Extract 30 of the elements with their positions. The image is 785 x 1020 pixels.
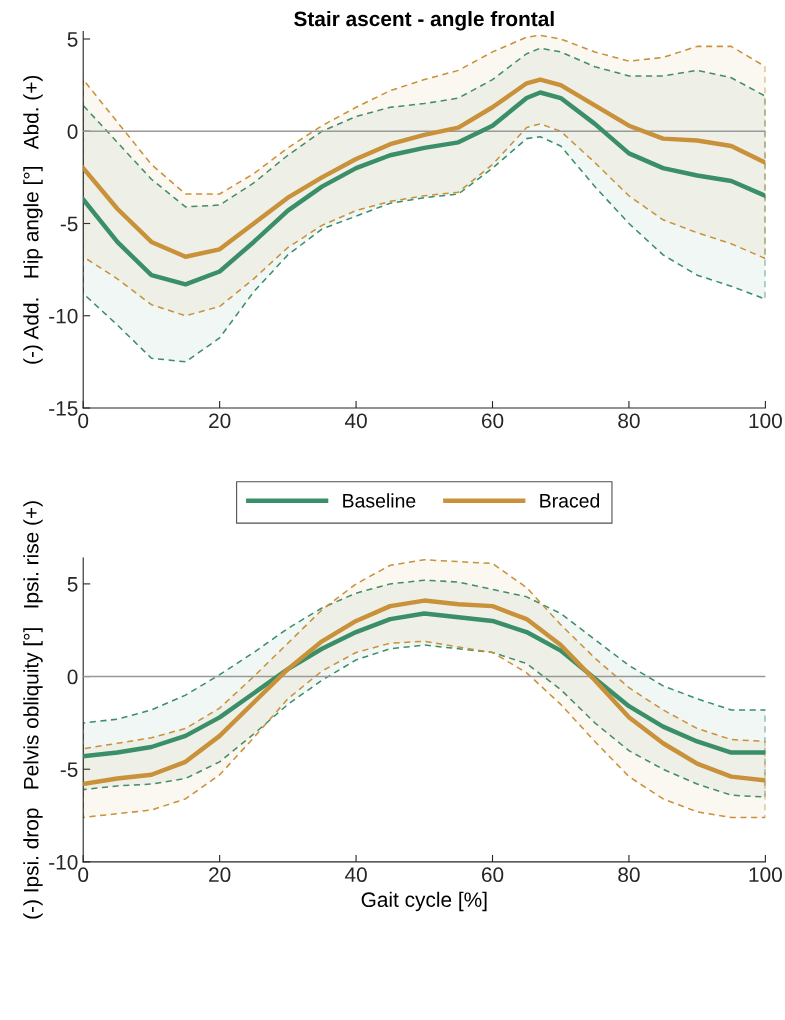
x-tick-label: 0: [78, 867, 89, 883]
x-tick-label: 40: [344, 413, 367, 429]
x-tick-label: 100: [749, 413, 782, 429]
y-tick-label: 0: [67, 669, 78, 685]
x-tick-label: 80: [618, 413, 640, 429]
y-tick-label: -10: [49, 854, 78, 870]
legend-label: Baseline: [343, 493, 416, 508]
line-series: [83, 90, 766, 287]
legend-label: Braced: [540, 493, 600, 508]
x-tick-label: 0: [78, 413, 89, 429]
x-tick-label: 60: [481, 413, 504, 429]
y-tick-label: 5: [67, 32, 78, 47]
y-tick-label: -5: [60, 762, 78, 777]
x-tick-label: 20: [209, 413, 231, 429]
y-axis-title: (-) Ipsi. drop Pelvis obliquity [°] Ipsi. rise (+): [23, 501, 43, 919]
chart-title: Stair ascent - angle frontal: [294, 10, 554, 31]
x-axis-title: Gait cycle [%]: [361, 891, 487, 912]
x-tick-label: 40: [344, 867, 367, 883]
x-tick-label: 20: [209, 867, 231, 883]
line-series: [83, 611, 766, 759]
y-tick-label: -5: [60, 216, 78, 232]
x-tick-label: 60: [481, 867, 504, 883]
line-series: [83, 77, 766, 259]
y-tick-label: -10: [49, 308, 78, 324]
y-tick-label: 5: [67, 577, 78, 592]
y-tick-label: -15: [49, 401, 78, 416]
y-axis-title: (-) Add. Hip angle [°] Abd. (+): [23, 75, 43, 364]
y-tick-label: 0: [67, 124, 78, 139]
x-tick-label: 80: [618, 867, 640, 883]
x-tick-label: 100: [749, 867, 782, 883]
